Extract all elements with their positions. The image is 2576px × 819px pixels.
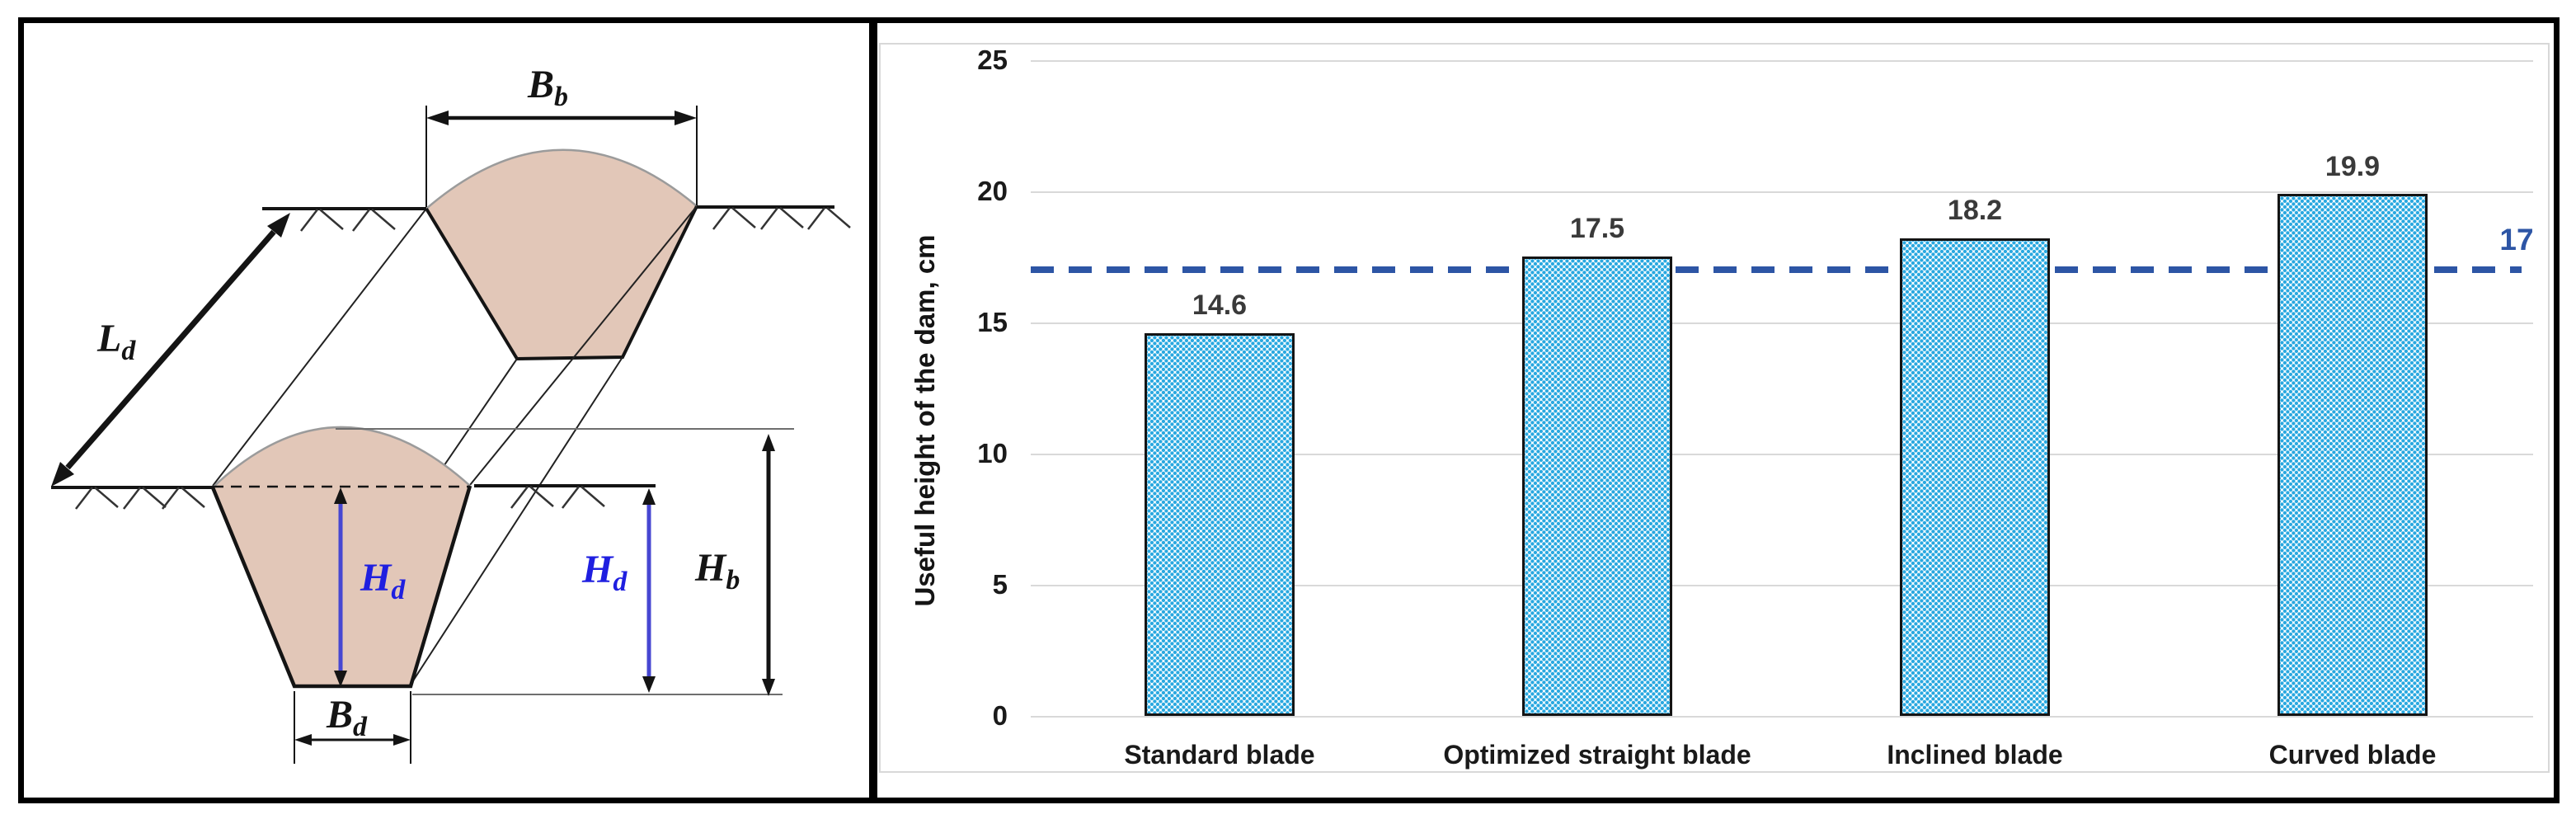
projection-lines (212, 205, 698, 685)
dimension-dam-height-inner: Hd (334, 487, 406, 687)
value-label-inclined-blade: 18.2 (1947, 195, 2003, 226)
x-label-optimized-straight-blade: Optimized straight blade (1443, 740, 1751, 770)
value-label-standard-blade: 14.6 (1192, 289, 1248, 321)
dimension-furrow-depth: Hb (694, 434, 775, 696)
bar-inclined-blade (1900, 238, 2050, 716)
dam-body-fill (426, 149, 697, 359)
bar-curved-blade (2278, 194, 2428, 716)
arrowhead-up-icon (267, 213, 290, 238)
x-label-standard-blade: Standard blade (1124, 740, 1315, 770)
arrowhead-down-icon (642, 676, 656, 693)
label-dam-length: Ld (96, 317, 136, 366)
label-dam-height-outer: Hd (581, 548, 628, 597)
y-tick-5: 5 (992, 569, 1008, 600)
gridline-5 (1031, 585, 2533, 586)
target-line-label: 17 (2499, 223, 2534, 257)
arrowhead-left-icon (426, 111, 449, 125)
gridline-25 (1031, 60, 2533, 62)
gridline-20 (1031, 191, 2533, 193)
value-label-optimized-straight-blade: 17.5 (1569, 213, 1625, 244)
arrowhead-left-icon (294, 734, 312, 746)
dimension-line (65, 229, 276, 470)
gridline-15 (1031, 322, 2533, 324)
dimension-dam-height-outer: Hd (581, 488, 656, 693)
extension-lines (425, 106, 698, 207)
dam-crest-arc (425, 148, 698, 209)
arrowhead-up-icon (762, 434, 775, 451)
y-tick-10: 10 (977, 438, 1008, 468)
arrowhead-down-icon (334, 671, 347, 687)
target-line-17 (1031, 266, 2522, 273)
y-tick-25: 25 (977, 45, 1008, 75)
arrowhead-up-icon (642, 488, 656, 505)
arrowhead-down-icon (762, 679, 775, 696)
value-label-curved-blade: 19.9 (2325, 151, 2381, 182)
dimension-crest-width: Bb (425, 63, 698, 207)
x-label-inclined-blade: Inclined blade (1887, 740, 2063, 770)
extension-lines (294, 691, 411, 764)
label-furrow-depth: Hb (694, 546, 740, 595)
label-dam-height-inner: Hd (360, 556, 406, 605)
dam-section-top (425, 148, 698, 361)
bar-optimized-straight-blade (1522, 257, 1672, 716)
figure-border (18, 17, 2560, 803)
arrowhead-right-icon (393, 734, 411, 746)
gridline-10 (1031, 454, 2533, 455)
arrowhead-down-icon (51, 462, 74, 487)
gridline-0-baseline (1031, 716, 2533, 718)
y-tick-20: 20 (977, 176, 1008, 206)
panel-divider (869, 17, 877, 803)
dimension-base-width: Bd (294, 691, 411, 764)
arrowhead-up-icon (334, 487, 347, 504)
dimension-dam-length: Ld (51, 213, 290, 487)
dam-trench-edges (210, 485, 472, 689)
label-base-width: Bd (326, 693, 368, 742)
bar-chart: Useful height of the dam, cm 25 20 15 10… (877, 23, 2554, 798)
dam-trench-edges (425, 205, 698, 361)
soil-hatch-marks (75, 207, 851, 510)
chart-area-frame (879, 43, 2550, 773)
y-tick-15: 15 (977, 307, 1008, 337)
dam-schematic-diagram: Bb Ld Bd Hd Hd (51, 63, 851, 764)
reference-lines (336, 428, 794, 695)
x-label-curved-blade: Curved blade (2268, 740, 2437, 770)
bar-standard-blade (1145, 333, 1295, 716)
ground-lines (51, 205, 834, 489)
dam-crest-arc (212, 426, 471, 488)
y-tick-0: 0 (992, 700, 1008, 731)
arrowhead-right-icon (675, 111, 697, 125)
label-crest-width: Bb (527, 63, 568, 112)
